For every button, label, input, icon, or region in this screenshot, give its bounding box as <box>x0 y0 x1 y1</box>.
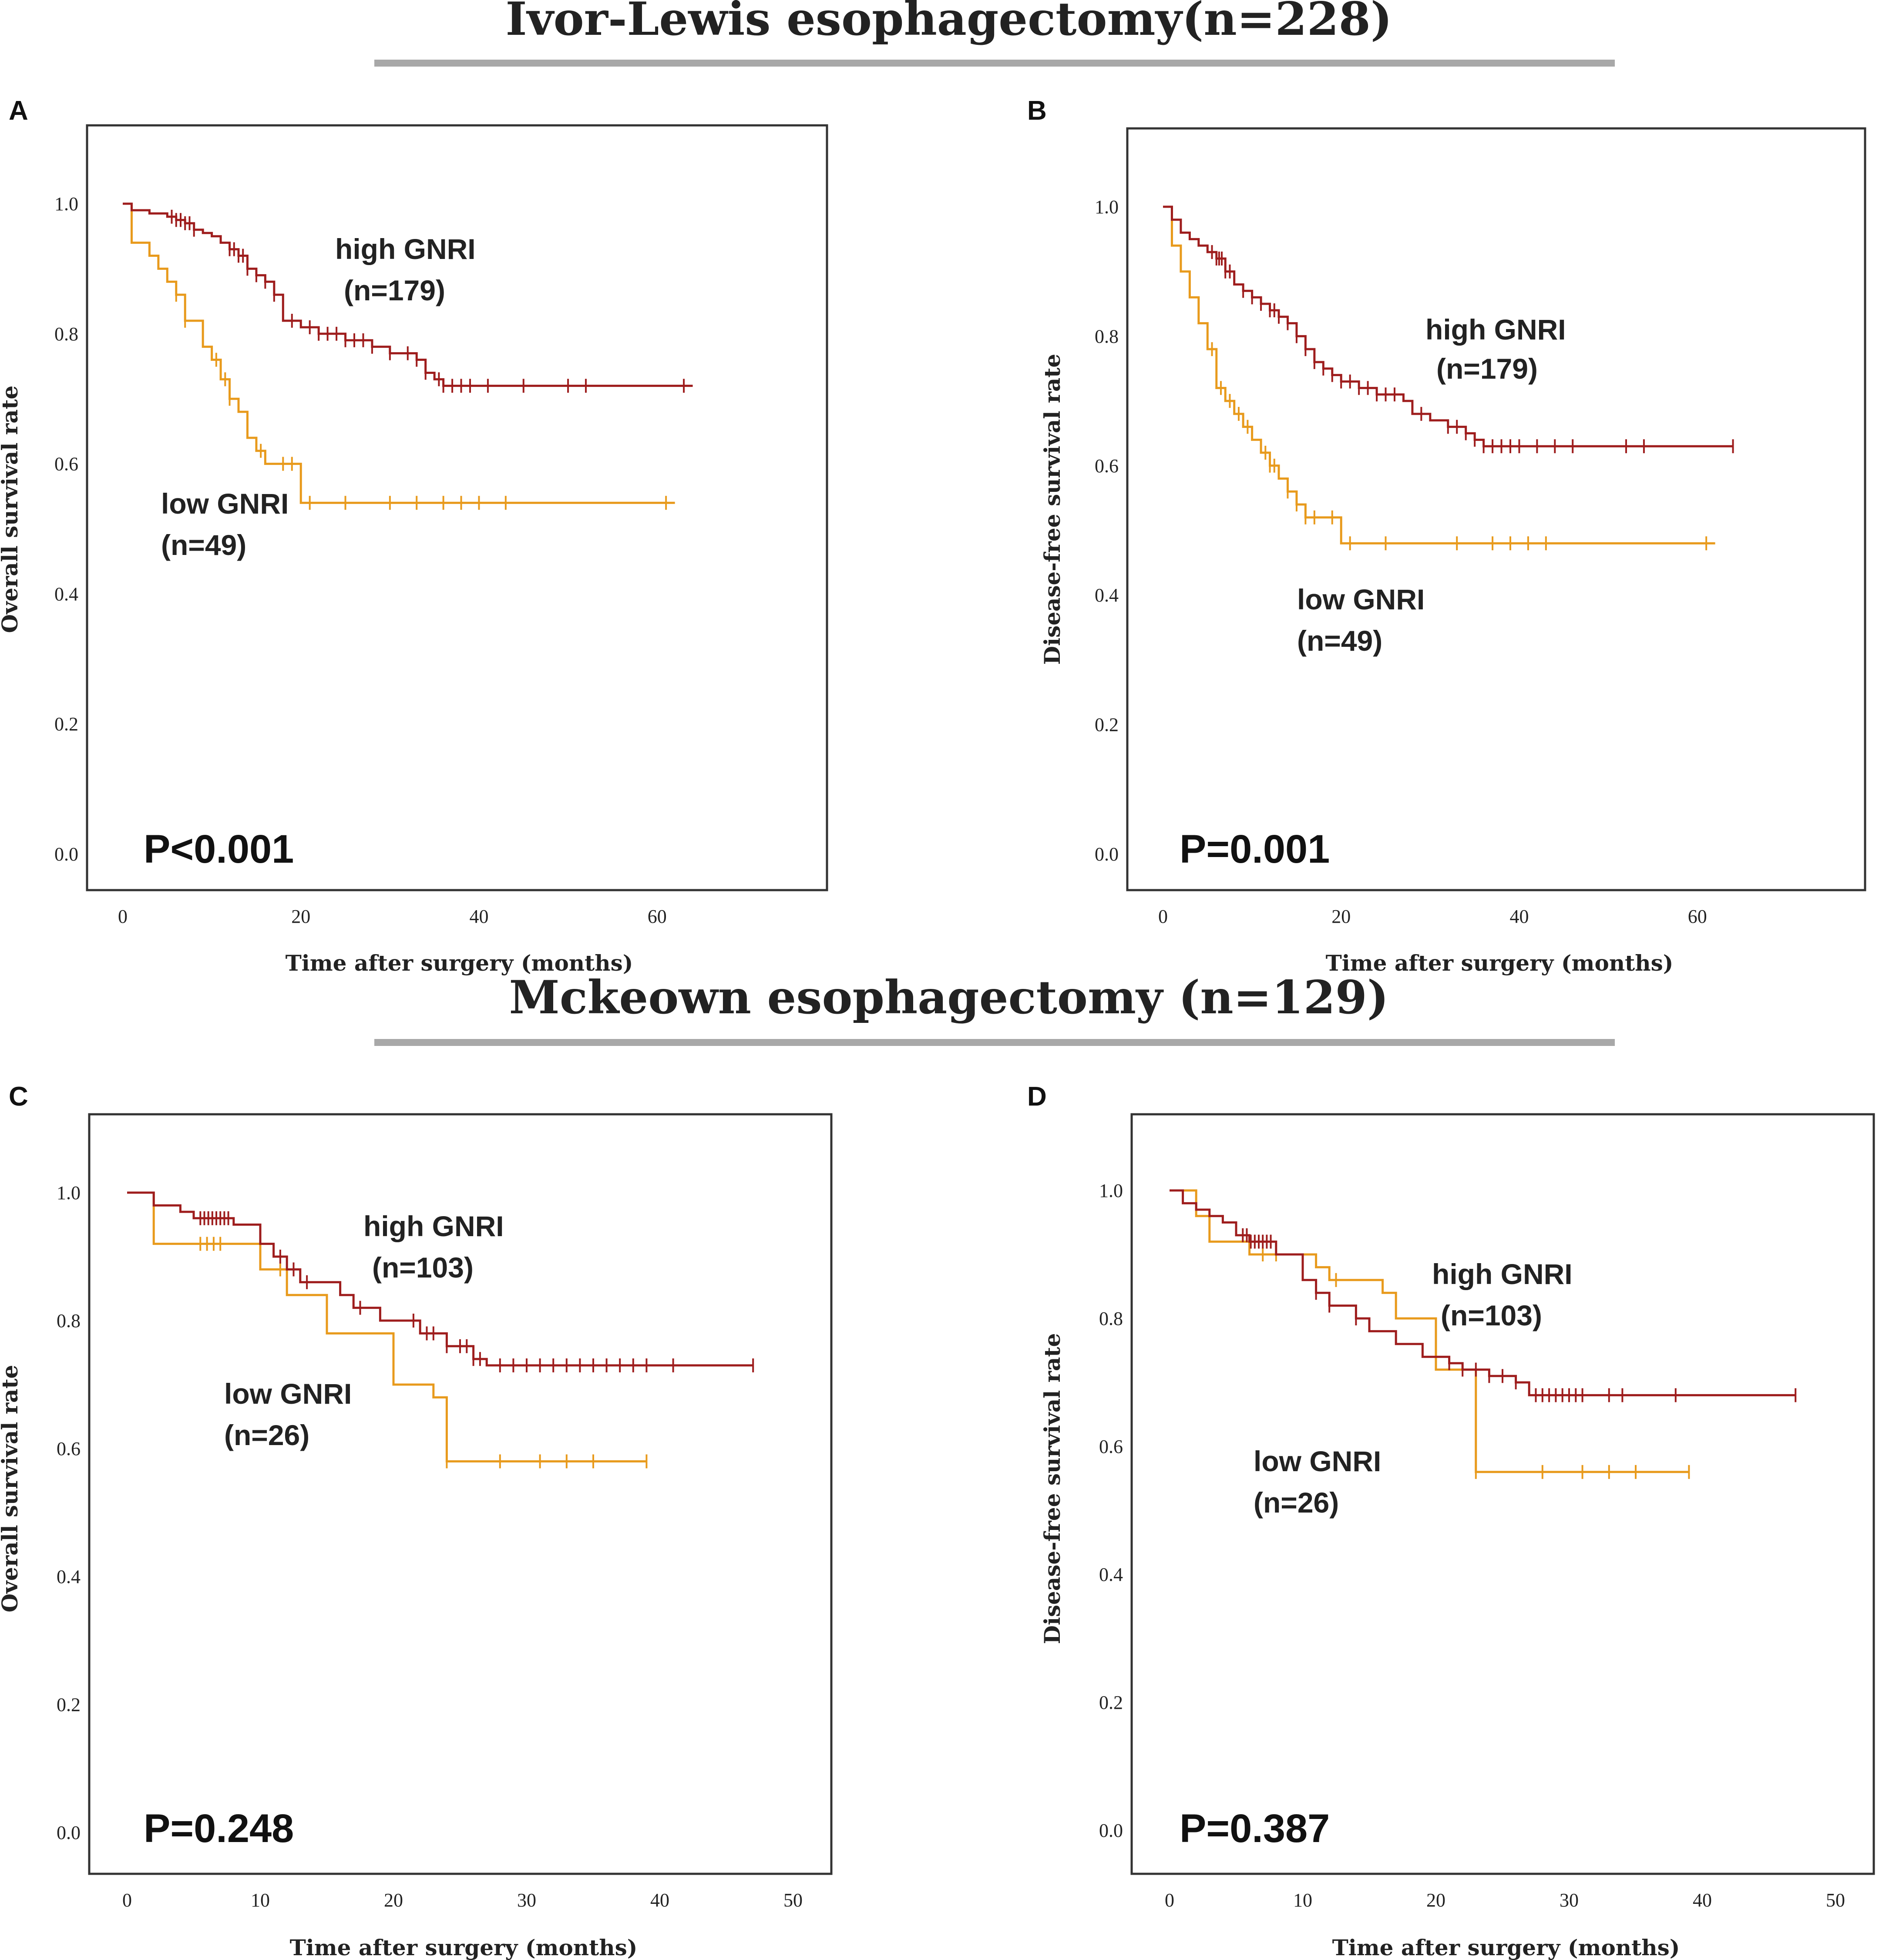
low-gnri-count-label: (n=26) <box>224 1419 309 1451</box>
x-tick-label: 50 <box>783 1889 803 1911</box>
x-tick-label: 40 <box>1693 1889 1712 1911</box>
x-tick-label: 50 <box>1826 1889 1845 1911</box>
plot-frame <box>86 124 828 891</box>
p-value: P=0.387 <box>1180 1806 1330 1851</box>
y-tick-label: 0.4 <box>1095 585 1119 606</box>
y-tick-label: 0.4 <box>54 583 78 605</box>
y-tick-label: 0.2 <box>1099 1692 1123 1713</box>
panel-c: C 0.0 0.2 0.4 0.6 0.8 1.0 0 10 20 30 40 50 Time after… <box>0 1082 833 1960</box>
x-tick-label: 20 <box>291 906 310 927</box>
x-tick-label: 0 <box>1165 1889 1174 1911</box>
panel-letter: B <box>1027 96 1047 126</box>
x-tick-label: 20 <box>1331 906 1351 927</box>
x-tick-label: 10 <box>1293 1889 1312 1911</box>
low-gnri-label: low GNRI <box>1254 1445 1381 1477</box>
section-title-ivor-lewis: Ivor-Lewis esophagectomy(n=228) <box>505 0 1392 46</box>
x-tick-label: 30 <box>1560 1889 1579 1911</box>
x-tick-label: 60 <box>648 906 667 927</box>
low-gnri-survival-line <box>1170 1189 1689 1473</box>
x-tick-label: 20 <box>1426 1889 1445 1911</box>
y-tick-label: 0.8 <box>1095 326 1119 347</box>
low-gnri-label: low GNRI <box>1297 583 1425 615</box>
x-axis-title: Time after surgery (months) <box>1332 1935 1680 1960</box>
low-gnri-count-label: (n=49) <box>161 529 246 561</box>
y-axis-title: Disease-free survival rate <box>1039 1333 1065 1644</box>
x-tick-label: 20 <box>384 1889 403 1911</box>
x-axis-title: Time after surgery (months) <box>1326 950 1674 976</box>
y-tick-label: 0.0 <box>57 1822 81 1843</box>
y-tick-label: 0.6 <box>1099 1436 1123 1457</box>
plot-frame <box>1126 127 1866 891</box>
y-axis-title: Disease-free survival rate <box>1039 354 1065 665</box>
y-tick-label: 1.0 <box>57 1182 81 1204</box>
x-tick-label: 40 <box>1509 906 1529 927</box>
low-gnri-label: low GNRI <box>161 487 289 520</box>
high-gnri-count-label: (n=179) <box>344 274 445 306</box>
y-tick-label: 0.0 <box>1095 844 1119 865</box>
section-title-mckeown: Mckeown esophagectomy (n=129) <box>509 970 1389 1024</box>
low-gnri-survival-line <box>123 202 675 504</box>
x-axis-title: Time after surgery (months) <box>286 950 633 976</box>
panel-letter: C <box>9 1082 28 1112</box>
x-tick-label: 60 <box>1688 906 1707 927</box>
y-tick-label: 0.4 <box>57 1566 81 1587</box>
x-tick-label: 0 <box>118 906 128 927</box>
high-gnri-count-label: (n=103) <box>372 1251 474 1284</box>
y-tick-label: 0.8 <box>54 323 78 345</box>
y-tick-label: 0.6 <box>1095 455 1119 477</box>
y-axis-title: Overall survival rate <box>0 386 23 633</box>
panel-letter: A <box>9 96 28 126</box>
y-tick-label: 0.8 <box>1099 1308 1123 1329</box>
plot-frame <box>1130 1113 1875 1875</box>
panel-b: B 0.0 0.2 0.4 0.6 0.8 1.0 0 20 40 60 Time after sur… <box>1027 96 1866 976</box>
x-tick-label: 30 <box>517 1889 536 1911</box>
x-tick-label: 40 <box>469 906 488 927</box>
p-value: P=0.248 <box>144 1806 294 1851</box>
low-gnri-label: low GNRI <box>224 1378 352 1410</box>
y-tick-label: 1.0 <box>1095 196 1119 218</box>
plot-frame <box>88 1113 833 1875</box>
y-tick-label: 0.6 <box>54 454 78 475</box>
y-tick-label: 0.2 <box>57 1694 81 1715</box>
panel-d: D 0.0 0.2 0.4 0.6 0.8 1.0 0 10 20 30 40 50 Time after… <box>1027 1082 1875 1960</box>
panel-letter: D <box>1027 1082 1047 1112</box>
high-gnri-count-label: (n=103) <box>1441 1299 1542 1331</box>
y-tick-label: 0.6 <box>57 1438 81 1459</box>
y-tick-label: 0.2 <box>1095 714 1119 736</box>
x-tick-label: 10 <box>251 1889 270 1911</box>
panel-a: A 0.0 0.2 0.4 0.6 0.8 1.0 0 20 40 60 Time after sur… <box>0 96 828 976</box>
low-gnri-count-label: (n=49) <box>1297 625 1382 657</box>
y-tick-label: 0.2 <box>54 713 78 735</box>
y-tick-label: 1.0 <box>54 193 78 215</box>
high-gnri-label: high GNRI <box>1425 313 1566 346</box>
y-axis-title: Overall survival rate <box>0 1365 23 1613</box>
y-tick-label: 0.4 <box>1099 1564 1123 1585</box>
x-axis-title: Time after surgery (months) <box>290 1935 638 1960</box>
x-tick-label: 0 <box>122 1889 132 1911</box>
x-tick-label: 0 <box>1158 906 1168 927</box>
high-gnri-label: high GNRI <box>363 1210 504 1242</box>
high-gnri-label: high GNRI <box>335 233 476 265</box>
y-tick-label: 0.0 <box>54 844 78 865</box>
p-value: P<0.001 <box>144 827 294 871</box>
p-value: P=0.001 <box>1180 827 1330 871</box>
high-gnri-label: high GNRI <box>1432 1258 1573 1290</box>
y-tick-label: 1.0 <box>1099 1180 1123 1201</box>
y-tick-label: 0.8 <box>57 1310 81 1331</box>
low-gnri-count-label: (n=26) <box>1254 1486 1339 1519</box>
y-tick-label: 0.0 <box>1099 1820 1123 1841</box>
high-gnri-count-label: (n=179) <box>1436 353 1538 385</box>
x-tick-label: 40 <box>650 1889 669 1911</box>
